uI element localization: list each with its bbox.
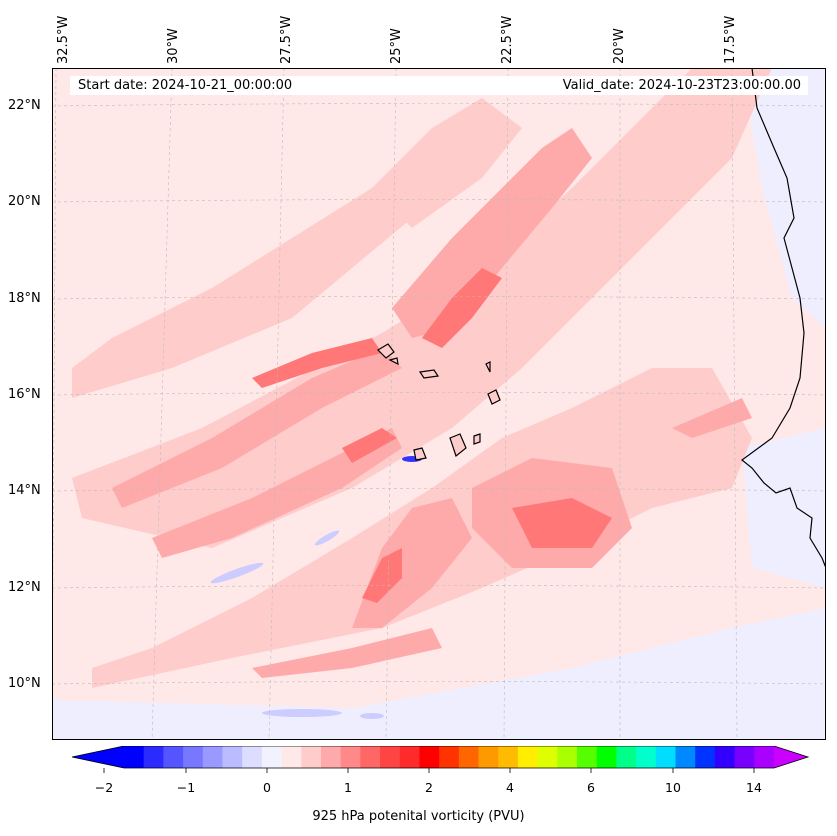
lat-label-20n: 20°N: [8, 194, 41, 209]
lat-label-10n: 10°N: [8, 676, 41, 691]
cape-verde-islands: [377, 343, 501, 461]
lat-label-12n: 12°N: [8, 580, 41, 595]
colorbar-segment: [616, 746, 637, 768]
colorbar-extend-low: [72, 746, 124, 768]
colorbar-segment: [754, 746, 775, 768]
colorbar-segment: [636, 746, 657, 768]
valid-date-label: Valid_date: 2024-10-23T23:00:00.00: [562, 78, 801, 93]
lon-label-17-5w: 17.5°W: [723, 15, 738, 64]
colorbar-segment: [320, 746, 342, 768]
colorbar-segment: [419, 746, 440, 768]
colorbar-segment: [675, 746, 696, 768]
map-panel: [52, 68, 826, 740]
colorbar-segment: [399, 746, 420, 768]
lat-label-18n: 18°N: [8, 291, 41, 306]
colorbar-segment: [478, 746, 499, 768]
colorbar-tick-0: 0: [263, 780, 271, 795]
colorbar-tick-minus2: −2: [94, 780, 114, 795]
colorbar-segment: [202, 746, 223, 768]
colorbar-segment: [537, 746, 558, 768]
colorbar-segment: [439, 746, 460, 768]
colorbar-extend-high: [774, 746, 808, 768]
colorbar-segment: [596, 746, 617, 768]
colorbar-segment: [380, 746, 401, 768]
lat-label-14n: 14°N: [8, 483, 41, 498]
lat-label-22n: 22°N: [8, 98, 41, 113]
negative-pv-areas: [52, 68, 826, 740]
colorbar-tick-14: 14: [746, 780, 762, 795]
lon-label-32-5w: 32.5°W: [56, 15, 71, 64]
colorbar-segment: [143, 746, 164, 768]
colorbar-segment: [163, 746, 184, 768]
colorbar-tick-10: 10: [665, 780, 681, 795]
colorbar-segment: [557, 746, 578, 768]
colorbar-segment: [340, 746, 361, 768]
colorbar-tick-4: 4: [506, 780, 514, 795]
colorbar-segment: [655, 746, 677, 768]
colorbar-tick-2: 2: [425, 780, 433, 795]
colorbar-segment: [517, 746, 539, 768]
colorbar-segment: [301, 746, 322, 768]
colorbar-tick-6: 6: [587, 780, 595, 795]
colorbar-segment: [360, 746, 381, 768]
date-info-bar: [70, 76, 808, 95]
colorbar-segment: [695, 746, 716, 768]
lon-label-20w: 20°W: [612, 28, 627, 64]
colorbar-segment: [242, 746, 263, 768]
colorbar-title: 925 hPa potenital vorticity (PVU): [312, 809, 525, 824]
colorbar-segment: [498, 746, 519, 768]
colorbar-segment: [222, 746, 243, 768]
pv-band-dark: [252, 268, 612, 603]
lon-label-27-5w: 27.5°W: [279, 15, 294, 64]
start-date-label: Start date: 2024-10-21_00:00:00: [78, 78, 293, 93]
coastline-africa: [741, 68, 826, 569]
colorbar-tick-1: 1: [344, 780, 352, 795]
colorbar-segment: [458, 746, 480, 768]
colorbar-segment: [734, 746, 755, 768]
lon-label-25w: 25°W: [389, 28, 404, 64]
colorbar-segment: [124, 746, 145, 768]
colorbar-segment: [714, 746, 736, 768]
colorbar-tick-minus1: −1: [176, 780, 196, 795]
graticule: [52, 68, 826, 740]
lon-label-30w: 30°W: [166, 28, 181, 64]
colorbar-segment: [281, 746, 302, 768]
colorbar-segment: [261, 746, 283, 768]
colorbar-segment: [183, 746, 204, 768]
lat-label-16n: 16°N: [8, 387, 41, 402]
colorbar-outline: [71, 746, 810, 769]
colorbar: [71, 746, 810, 773]
colorbar-segment: [577, 746, 598, 768]
lon-label-22-5w: 22.5°W: [500, 15, 515, 64]
